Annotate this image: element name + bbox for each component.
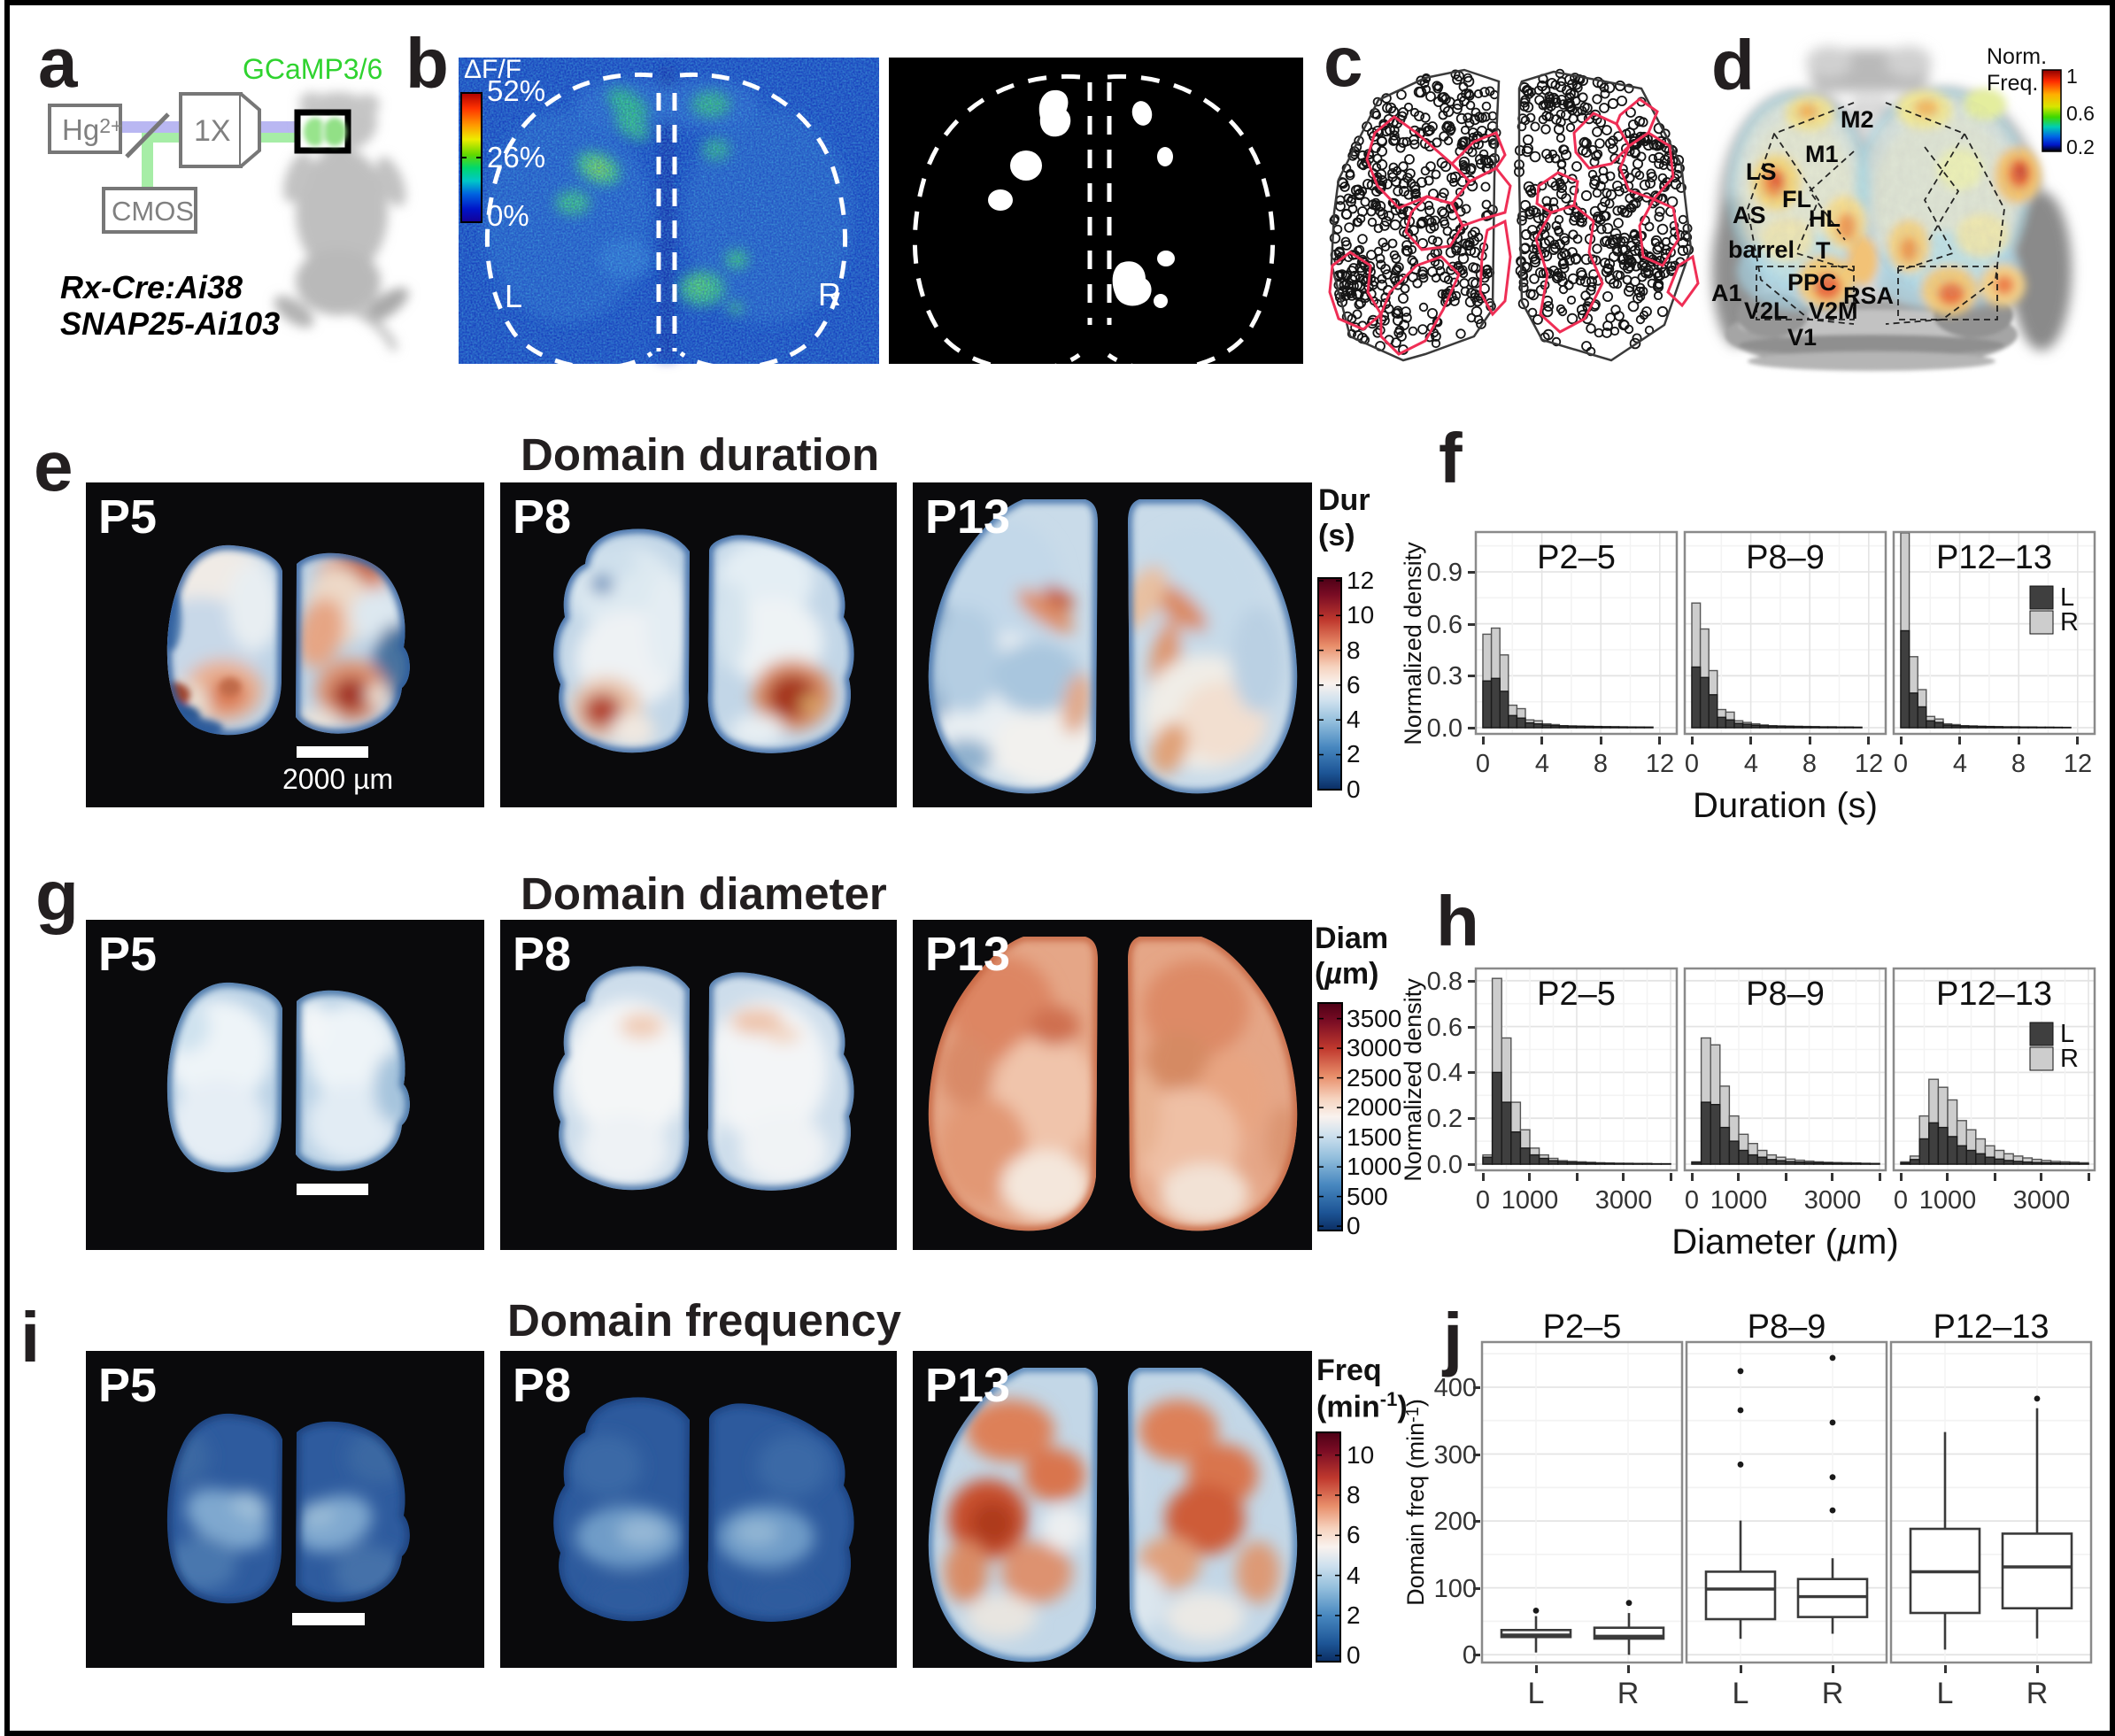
svg-text:P12–13: P12–13: [1936, 539, 2052, 576]
svg-text:Normalized density: Normalized density: [1400, 542, 1426, 745]
svg-text:0%: 0%: [487, 199, 529, 232]
svg-text:FL: FL: [1782, 186, 1811, 212]
svg-text:barrel: barrel: [1728, 236, 1795, 263]
svg-text:R: R: [2060, 608, 2079, 637]
svg-text:HL: HL: [1809, 205, 1841, 232]
svg-text:V1: V1: [1787, 324, 1817, 351]
svg-text:M1: M1: [1805, 141, 1839, 167]
svg-text:P8–9: P8–9: [1746, 539, 1825, 576]
svg-text:L: L: [2060, 1020, 2074, 1048]
svg-text:L: L: [505, 278, 522, 314]
svg-text:M2: M2: [1841, 106, 1874, 133]
svg-text:CMOS: CMOS: [112, 196, 194, 227]
svg-text:26%: 26%: [487, 141, 545, 174]
svg-text:P8–9: P8–9: [1746, 976, 1825, 1013]
svg-text:ΔF/F: ΔF/F: [464, 55, 521, 84]
svg-text:0.6: 0.6: [2066, 102, 2095, 125]
svg-text:R: R: [818, 276, 841, 312]
svg-text:A1: A1: [1711, 280, 1742, 306]
svg-text:L: L: [2060, 583, 2074, 612]
svg-text:Norm.: Norm.: [1987, 44, 2047, 69]
svg-text:R: R: [2060, 1045, 2079, 1073]
svg-text:P2–5: P2–5: [1537, 976, 1616, 1013]
svg-text:1: 1: [2066, 65, 2078, 88]
svg-text:PPC: PPC: [1787, 269, 1837, 296]
svg-text:RSA: RSA: [1843, 282, 1894, 309]
svg-text:V2M: V2M: [1809, 297, 1858, 324]
svg-text:Freq.: Freq.: [1987, 71, 2038, 96]
svg-text:AS: AS: [1733, 202, 1766, 228]
svg-text:V2L: V2L: [1744, 297, 1788, 324]
svg-text:Normalized density: Normalized density: [1400, 978, 1426, 1182]
svg-text:Domain freq (min-1): Domain freq (min-1): [1402, 1399, 1429, 1606]
svg-text:P2–5: P2–5: [1537, 539, 1616, 576]
svg-text:P12–13: P12–13: [1936, 976, 2052, 1013]
svg-text:52%: 52%: [487, 74, 545, 107]
svg-text:T: T: [1816, 237, 1831, 264]
svg-text:0.2: 0.2: [2066, 135, 2095, 158]
svg-text:1X: 1X: [194, 114, 231, 148]
svg-text:LS: LS: [1746, 158, 1777, 185]
